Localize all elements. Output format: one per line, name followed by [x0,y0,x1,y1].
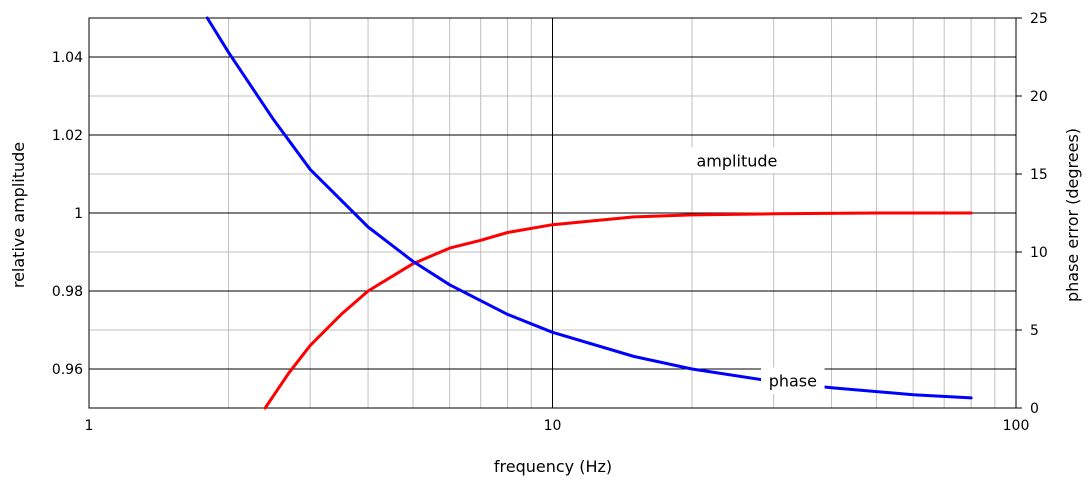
phase-label-box [761,367,825,394]
x-tick-label: 1 [85,418,94,434]
y-right-tick-label: 0 [1030,401,1039,417]
y-right-tick-label: 15 [1030,167,1048,183]
phase-label: phase [769,372,817,391]
x-tick-label: 100 [1003,418,1030,434]
y-axis-title-left: relative amplitude [9,142,28,288]
y-right-tick-label: 10 [1030,245,1048,261]
amplitude-label-box [686,147,788,174]
amplitude-line [263,211,973,410]
tick-layer: 1 10 100 0.96 0.98 1 1.02 1.04 0 5 10 15 20 25 [52,11,1048,434]
y-right-tick-label: 25 [1030,11,1048,27]
series-label-layer: amplitude phase [686,147,825,394]
y-left-tick-label: 0.98 [52,284,83,300]
y-axis-title-right: phase error (degrees) [1063,128,1082,302]
y-right-tick-label: 5 [1030,323,1039,339]
x-tick-label: 10 [544,418,562,434]
y-left-tick-label: 0.96 [52,362,83,378]
x-axis-title: frequency (Hz) [494,457,612,476]
y-left-tick-label: 1.02 [52,128,83,144]
y-right-tick-label: 20 [1030,89,1048,105]
plot-frame [88,17,1017,409]
amplitude-label: amplitude [697,151,778,170]
y-left-tick-label: 1 [74,206,83,222]
y-left-tick-label: 1.04 [52,50,83,66]
